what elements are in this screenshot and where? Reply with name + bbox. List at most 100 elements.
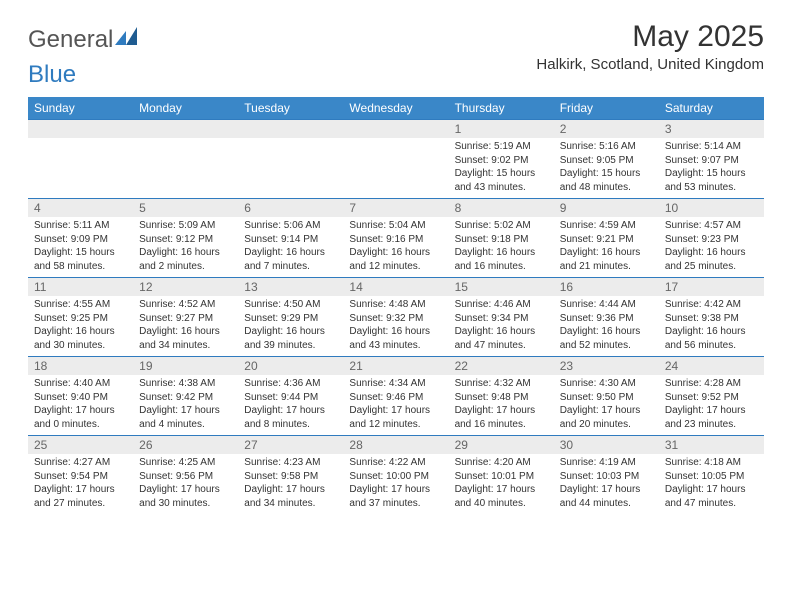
daylight-text: Daylight: 15 hours and 58 minutes. [34,246,127,273]
calendar-page: General May 2025 Halkirk, Scotland, Unit… [0,0,792,514]
day-cell: 19Sunrise: 4:38 AMSunset: 9:42 PMDayligh… [133,357,238,435]
day-number: 18 [28,357,133,375]
daylight-text: Daylight: 17 hours and 27 minutes. [34,483,127,510]
weeks-container: ....1Sunrise: 5:19 AMSunset: 9:02 PMDayl… [28,119,764,514]
day-cell: 11Sunrise: 4:55 AMSunset: 9:25 PMDayligh… [28,278,133,356]
daylight-text: Daylight: 16 hours and 16 minutes. [455,246,548,273]
day-number: 2 [554,120,659,138]
day-details: Sunrise: 4:30 AMSunset: 9:50 PMDaylight:… [554,375,659,435]
daylight-text: Daylight: 16 hours and 12 minutes. [349,246,442,273]
sunrise-text: Sunrise: 4:27 AM [34,456,127,470]
sunset-text: Sunset: 9:12 PM [139,233,232,247]
day-cell: 8Sunrise: 5:02 AMSunset: 9:18 PMDaylight… [449,199,554,277]
day-cell: 26Sunrise: 4:25 AMSunset: 9:56 PMDayligh… [133,436,238,514]
weekday-header: Tuesday [238,97,343,119]
day-cell: . [133,120,238,198]
sunrise-text: Sunrise: 4:34 AM [349,377,442,391]
daylight-text: Daylight: 16 hours and 2 minutes. [139,246,232,273]
daylight-text: Daylight: 17 hours and 47 minutes. [665,483,758,510]
day-number: 3 [659,120,764,138]
day-cell: 27Sunrise: 4:23 AMSunset: 9:58 PMDayligh… [238,436,343,514]
day-details: Sunrise: 4:57 AMSunset: 9:23 PMDaylight:… [659,217,764,277]
day-details: Sunrise: 4:48 AMSunset: 9:32 PMDaylight:… [343,296,448,356]
day-cell: 7Sunrise: 5:04 AMSunset: 9:16 PMDaylight… [343,199,448,277]
logo-text-a: General [28,26,113,54]
day-details: Sunrise: 5:04 AMSunset: 9:16 PMDaylight:… [343,217,448,277]
day-details: Sunrise: 4:38 AMSunset: 9:42 PMDaylight:… [133,375,238,435]
day-number: 12 [133,278,238,296]
day-number: . [133,120,238,138]
weekday-header: Sunday [28,97,133,119]
day-cell: 31Sunrise: 4:18 AMSunset: 10:05 PMDaylig… [659,436,764,514]
week-row: 4Sunrise: 5:11 AMSunset: 9:09 PMDaylight… [28,198,764,277]
sunrise-text: Sunrise: 4:28 AM [665,377,758,391]
day-details: Sunrise: 4:19 AMSunset: 10:03 PMDaylight… [554,454,659,514]
day-details: Sunrise: 4:36 AMSunset: 9:44 PMDaylight:… [238,375,343,435]
day-number: 21 [343,357,448,375]
day-details: Sunrise: 4:52 AMSunset: 9:27 PMDaylight:… [133,296,238,356]
daylight-text: Daylight: 16 hours and 52 minutes. [560,325,653,352]
sunrise-text: Sunrise: 4:44 AM [560,298,653,312]
day-details: Sunrise: 4:28 AMSunset: 9:52 PMDaylight:… [659,375,764,435]
weekday-header: Wednesday [343,97,448,119]
weekday-header: Saturday [659,97,764,119]
day-number: . [343,120,448,138]
day-number: 29 [449,436,554,454]
sunset-text: Sunset: 9:48 PM [455,391,548,405]
day-details: Sunrise: 4:23 AMSunset: 9:58 PMDaylight:… [238,454,343,514]
sunset-text: Sunset: 9:23 PM [665,233,758,247]
day-cell: 30Sunrise: 4:19 AMSunset: 10:03 PMDaylig… [554,436,659,514]
daylight-text: Daylight: 17 hours and 30 minutes. [139,483,232,510]
day-cell: 5Sunrise: 5:09 AMSunset: 9:12 PMDaylight… [133,199,238,277]
day-number: 19 [133,357,238,375]
day-number: 14 [343,278,448,296]
sunset-text: Sunset: 9:09 PM [34,233,127,247]
day-details: Sunrise: 4:55 AMSunset: 9:25 PMDaylight:… [28,296,133,356]
day-cell: 6Sunrise: 5:06 AMSunset: 9:14 PMDaylight… [238,199,343,277]
day-details: Sunrise: 4:25 AMSunset: 9:56 PMDaylight:… [133,454,238,514]
location-subtitle: Halkirk, Scotland, United Kingdom [536,56,764,73]
day-cell: 24Sunrise: 4:28 AMSunset: 9:52 PMDayligh… [659,357,764,435]
daylight-text: Daylight: 17 hours and 20 minutes. [560,404,653,431]
day-number: 28 [343,436,448,454]
sunset-text: Sunset: 9:52 PM [665,391,758,405]
daylight-text: Daylight: 17 hours and 12 minutes. [349,404,442,431]
day-details [133,138,238,144]
day-details [238,138,343,144]
sunrise-text: Sunrise: 4:52 AM [139,298,232,312]
sunrise-text: Sunrise: 4:22 AM [349,456,442,470]
logo-mark-icon [115,27,137,45]
weekday-header: Friday [554,97,659,119]
daylight-text: Daylight: 15 hours and 43 minutes. [455,167,548,194]
day-cell: . [28,120,133,198]
day-details: Sunrise: 5:11 AMSunset: 9:09 PMDaylight:… [28,217,133,277]
day-details: Sunrise: 5:19 AMSunset: 9:02 PMDaylight:… [449,138,554,198]
week-row: 11Sunrise: 4:55 AMSunset: 9:25 PMDayligh… [28,277,764,356]
day-details: Sunrise: 4:20 AMSunset: 10:01 PMDaylight… [449,454,554,514]
sunset-text: Sunset: 9:54 PM [34,470,127,484]
day-cell: 17Sunrise: 4:42 AMSunset: 9:38 PMDayligh… [659,278,764,356]
day-details: Sunrise: 4:22 AMSunset: 10:00 PMDaylight… [343,454,448,514]
day-details: Sunrise: 5:06 AMSunset: 9:14 PMDaylight:… [238,217,343,277]
day-number: 17 [659,278,764,296]
sunset-text: Sunset: 9:07 PM [665,154,758,168]
logo-text-b: Blue [28,61,76,89]
day-details: Sunrise: 4:44 AMSunset: 9:36 PMDaylight:… [554,296,659,356]
sunset-text: Sunset: 9:38 PM [665,312,758,326]
sunrise-text: Sunrise: 4:23 AM [244,456,337,470]
sunrise-text: Sunrise: 5:02 AM [455,219,548,233]
daylight-text: Daylight: 15 hours and 53 minutes. [665,167,758,194]
day-cell: 25Sunrise: 4:27 AMSunset: 9:54 PMDayligh… [28,436,133,514]
sunrise-text: Sunrise: 4:19 AM [560,456,653,470]
sunset-text: Sunset: 9:36 PM [560,312,653,326]
day-number: 4 [28,199,133,217]
sunset-text: Sunset: 9:21 PM [560,233,653,247]
sunrise-text: Sunrise: 4:55 AM [34,298,127,312]
day-details: Sunrise: 5:14 AMSunset: 9:07 PMDaylight:… [659,138,764,198]
sunrise-text: Sunrise: 4:40 AM [34,377,127,391]
daylight-text: Daylight: 17 hours and 0 minutes. [34,404,127,431]
sunset-text: Sunset: 9:40 PM [34,391,127,405]
day-number: 30 [554,436,659,454]
day-details: Sunrise: 4:59 AMSunset: 9:21 PMDaylight:… [554,217,659,277]
sunset-text: Sunset: 9:18 PM [455,233,548,247]
